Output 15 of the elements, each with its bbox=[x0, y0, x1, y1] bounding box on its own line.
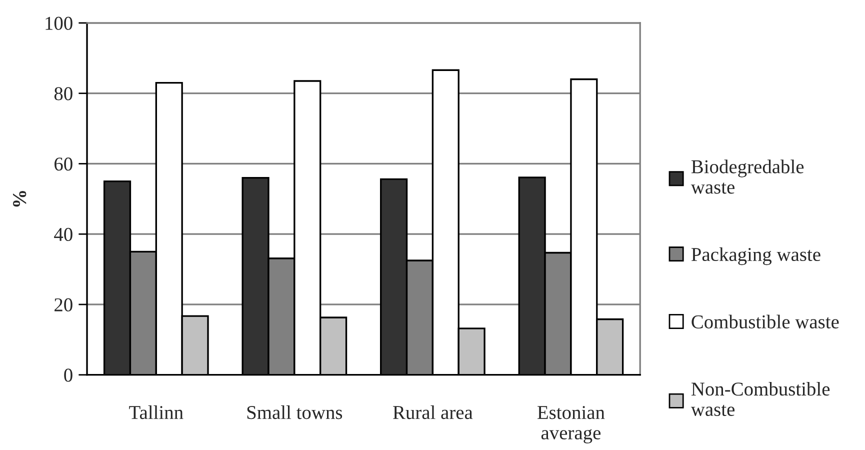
legend-label: Non-Combustible waste bbox=[690, 382, 830, 416]
x-tick-label: Tallinn bbox=[129, 405, 184, 420]
y-axis-title: % bbox=[13, 191, 26, 207]
legend-label: Biodegredable waste bbox=[690, 160, 804, 194]
y-tick-label: 60 bbox=[54, 158, 72, 171]
x-tick-label: Small towns bbox=[247, 405, 342, 420]
legend-label: Combustible waste bbox=[692, 314, 839, 328]
y-tick-label: 20 bbox=[54, 298, 72, 312]
y-tick-label: 40 bbox=[54, 228, 72, 242]
y-tick-label: 0 bbox=[64, 368, 72, 382]
y-tick-label: 100 bbox=[46, 16, 72, 30]
y-tick-label: 80 bbox=[54, 87, 72, 100]
legend-label: Packaging waste bbox=[691, 247, 820, 266]
x-tick-label: Estonian average bbox=[538, 406, 605, 444]
x-tick-label: Rural area bbox=[393, 405, 473, 420]
